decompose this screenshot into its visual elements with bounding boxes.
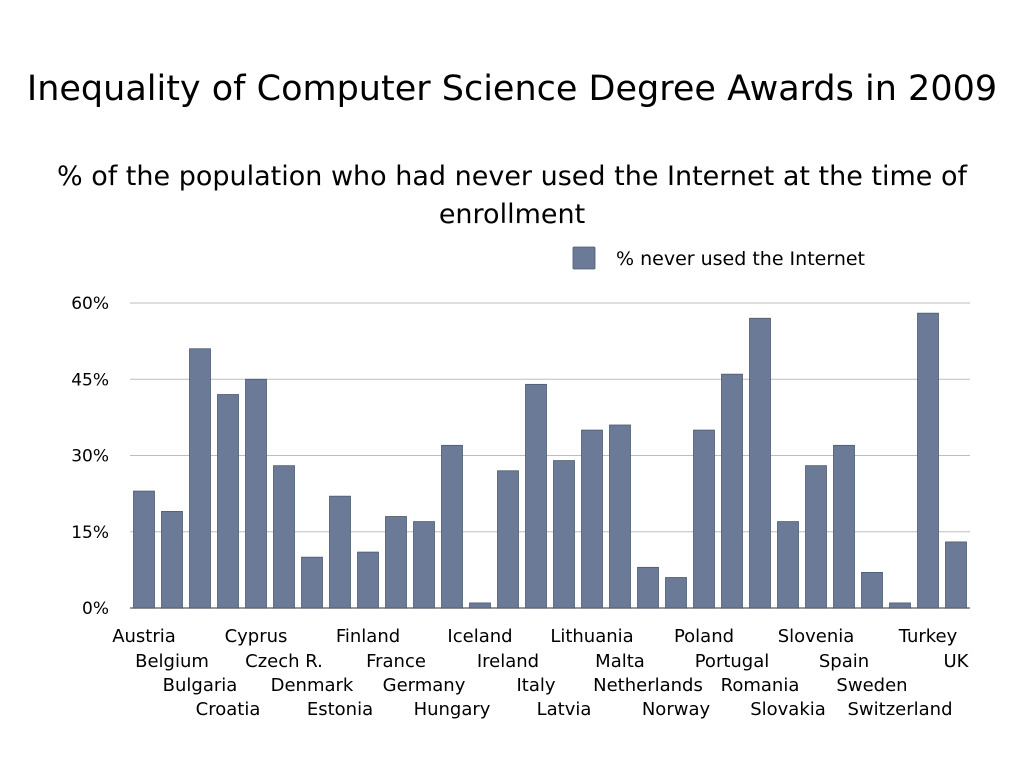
bar-latvia — [553, 460, 575, 609]
x-category-label: Latvia — [537, 699, 592, 720]
bar-hungary — [441, 444, 463, 609]
x-category-label: Portugal — [695, 651, 770, 672]
bar-austria — [133, 490, 155, 609]
bar-ireland — [497, 470, 519, 609]
bar-belgium — [161, 511, 183, 609]
x-category-label: Croatia — [196, 699, 261, 720]
bar-czech-r — [273, 465, 295, 609]
x-category-label: Cyprus — [225, 626, 288, 647]
x-category-label: Slovakia — [750, 699, 826, 720]
x-category-label: UK — [944, 651, 970, 672]
x-category-label: Slovenia — [778, 626, 855, 647]
bar-netherlands — [637, 566, 659, 609]
bar-portugal — [721, 373, 743, 609]
bar-slovenia — [805, 465, 827, 609]
bar-france — [385, 516, 407, 609]
bar-estonia — [329, 495, 351, 609]
bar-slovakia — [777, 521, 799, 609]
legend-swatch — [572, 246, 596, 270]
x-category-label: Poland — [674, 626, 734, 647]
bar-cyprus — [245, 378, 267, 609]
legend: % never used the Internet — [572, 246, 865, 270]
x-category-label: Romania — [721, 675, 800, 696]
x-category-label: Spain — [819, 651, 869, 672]
x-category-label: Switzerland — [848, 699, 953, 720]
bar-turkey — [917, 312, 939, 609]
legend-label: % never used the Internet — [616, 248, 865, 270]
y-tick-label: 0% — [82, 599, 109, 619]
bar-malta — [609, 424, 631, 609]
x-category-label: Czech R. — [245, 651, 323, 672]
bar-germany — [413, 521, 435, 609]
x-category-label: France — [366, 651, 426, 672]
bar-spain — [833, 444, 855, 609]
x-category-label: Norway — [642, 699, 711, 720]
bar-iceland — [469, 602, 491, 609]
bar-lithuania — [581, 429, 603, 609]
bar-norway — [665, 577, 687, 609]
x-category-label: Bulgaria — [163, 675, 238, 696]
x-category-label: Malta — [595, 651, 645, 672]
bar-sweden — [861, 572, 883, 609]
x-category-label: Finland — [336, 626, 400, 647]
bar-finland — [357, 551, 379, 609]
y-tick-label: 30% — [71, 447, 109, 467]
bar-denmark — [301, 556, 323, 609]
bar-uk — [945, 541, 967, 609]
bar-bulgaria — [189, 348, 211, 609]
bar-croatia — [217, 394, 239, 609]
x-category-label: Italy — [516, 675, 555, 696]
gridlines — [130, 302, 970, 609]
y-tick-label: 45% — [71, 370, 109, 390]
bar-switzerland — [889, 602, 911, 609]
x-category-label: Estonia — [307, 699, 373, 720]
x-category-label: Lithuania — [550, 626, 633, 647]
x-category-label: Germany — [383, 675, 466, 696]
x-axis-labels: Austria Belgium Bulgaria Croatia Cyprus Czech… — [112, 626, 969, 720]
y-tick-label: 60% — [71, 294, 109, 314]
chart-title: % of the population who had never used t… — [56, 161, 968, 230]
x-category-label: Netherlands — [593, 675, 703, 696]
slide-title: Inequality of Computer Science Degree Aw… — [26, 69, 998, 109]
bar-poland — [693, 429, 715, 609]
x-category-label: Iceland — [447, 626, 512, 647]
x-category-label: Denmark — [271, 675, 354, 696]
y-axis-ticks: 0% 15% 30% 45% 60% — [71, 294, 109, 619]
x-category-label: Turkey — [898, 626, 958, 647]
x-category-label: Hungary — [414, 699, 491, 720]
bars — [133, 312, 967, 609]
x-category-label: Austria — [112, 626, 176, 647]
bar-romania — [749, 317, 771, 609]
x-category-label: Belgium — [135, 651, 209, 672]
bar-italy — [525, 383, 547, 609]
x-category-label: Sweden — [836, 675, 907, 696]
x-category-label: Ireland — [477, 651, 539, 672]
y-tick-label: 15% — [71, 523, 109, 543]
